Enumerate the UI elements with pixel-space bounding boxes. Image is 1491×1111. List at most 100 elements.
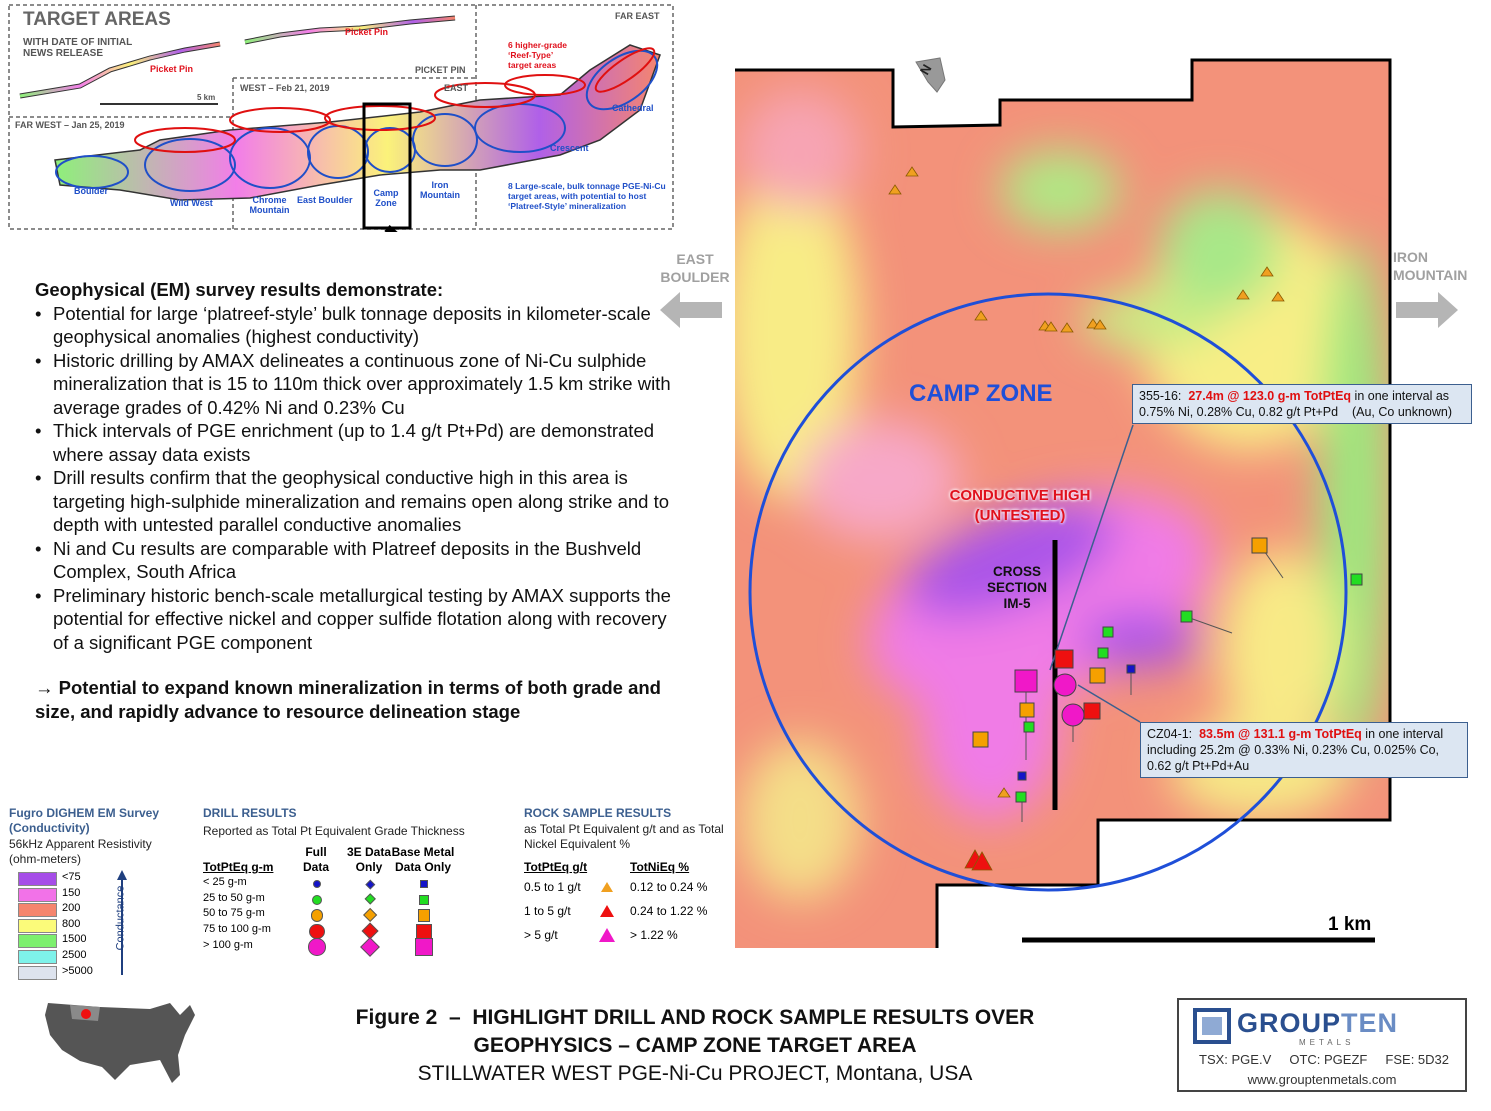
inset-note: 6 higher-grade ‘Reef-Type’ target areas bbox=[508, 40, 568, 70]
logo-group: GROUP bbox=[1237, 1008, 1342, 1038]
area-label: Wild West bbox=[170, 198, 213, 208]
hole: 355-16: bbox=[1139, 389, 1182, 403]
legend-swatch bbox=[18, 887, 57, 902]
inset-label: FAR WEST – Jan 25, 2019 bbox=[15, 120, 125, 130]
legend-swatch bbox=[18, 965, 57, 980]
inset-map bbox=[8, 4, 674, 232]
legend-circle bbox=[308, 938, 326, 956]
inset-label: Picket Pin bbox=[150, 64, 194, 74]
legend-header: Full Data bbox=[302, 845, 329, 874]
rock-title: ROCK SAMPLE RESULTS bbox=[524, 806, 672, 820]
drill-markers bbox=[972, 537, 1363, 803]
legend-triangle bbox=[600, 905, 614, 917]
legend-swatch bbox=[18, 934, 57, 949]
legend-label: 25 to 50 g-m bbox=[203, 891, 265, 904]
legend-circle bbox=[311, 894, 323, 905]
ticker: TSX: PGE.V bbox=[1199, 1052, 1272, 1067]
legend-label: >5000 bbox=[62, 964, 93, 977]
legend-label: <75 bbox=[62, 871, 81, 883]
ticker: OTC: PGEZF bbox=[1289, 1052, 1368, 1067]
logo-box: GROUPTEN METALS TSX: PGE.V OTC: PGEZF FSE:… bbox=[1177, 998, 1467, 1092]
callout-text: in one interval as 0.75% Ni, 0.28% Cu, 0… bbox=[1139, 389, 1453, 419]
conductance-arrow bbox=[117, 870, 127, 975]
legend-swatch bbox=[18, 872, 57, 886]
legend-header: TotPtEq g/t bbox=[524, 860, 588, 874]
legend-label: > 1.22 % bbox=[630, 928, 678, 942]
conductive-high-label: CONDUCTIVE HIGH (UNTESTED) bbox=[949, 487, 1091, 524]
bullet: Historic drilling by AMAX delineates a c… bbox=[35, 349, 675, 420]
drill-title: DRILL RESULTS bbox=[203, 806, 297, 820]
rock-subtitle: as Total Pt Equivalent g/t and as Total … bbox=[524, 822, 724, 851]
logo-ten: TEN bbox=[1341, 1008, 1399, 1038]
bullet: Preliminary historic bench-scale metallu… bbox=[35, 584, 675, 655]
inset-label: WEST – Feb 21, 2019 bbox=[240, 83, 330, 93]
caption-line: Figure 2 – HIGHLIGHT DRILL AND ROCK SAMP… bbox=[355, 1006, 1035, 1029]
rock-markers bbox=[888, 166, 1285, 871]
legend-label: 1 to 5 g/t bbox=[524, 904, 571, 918]
highlight: 27.4m @ 123.0 g-m TotPtEq bbox=[1188, 389, 1352, 403]
conductance-label: Conductance bbox=[114, 885, 127, 951]
logo-text: GROUPTEN bbox=[1237, 1008, 1398, 1039]
figure-caption: Figure 2 – HIGHLIGHT DRILL AND ROCK SAMP… bbox=[230, 1004, 1160, 1088]
hole: CZ04-1: bbox=[1147, 727, 1193, 741]
inset-scale: 5 km bbox=[197, 93, 216, 102]
legend-triangle bbox=[601, 882, 613, 892]
heading: Geophysical (EM) survey results demonstr… bbox=[35, 279, 444, 300]
inset-label: FAR EAST bbox=[615, 11, 660, 21]
bullet: Ni and Cu results are comparable with Pl… bbox=[35, 537, 675, 584]
em-legend-title: Fugro DIGHEM EM Survey (Conductivity) bbox=[9, 806, 160, 835]
summary: Geophysical (EM) survey results demonstr… bbox=[35, 278, 675, 723]
inset-label: EAST bbox=[444, 83, 469, 93]
conclusion: → Potential to expand known mineralizati… bbox=[35, 677, 661, 722]
inset-note: 8 Large-scale, bulk tonnage PGE-Ni-Cu ta… bbox=[508, 181, 666, 211]
direction-label: IRON MOUNTAIN bbox=[1393, 249, 1468, 283]
legend-label: 0.24 to 1.22 % bbox=[630, 904, 708, 918]
legend-swatch bbox=[18, 950, 57, 964]
area-label: Chrome Mountain bbox=[249, 195, 290, 215]
inset-subtitle: WITH DATE OF INITIAL NEWS RELEASE bbox=[23, 37, 133, 59]
area-label: Camp Zone bbox=[373, 188, 399, 208]
legend-circle bbox=[309, 923, 325, 939]
legend-label: 50 to 75 g-m bbox=[203, 907, 265, 920]
legend-header: TotNiEq % bbox=[630, 860, 690, 874]
highlight: 83.5m @ 131.1 g-m TotPtEq bbox=[1199, 727, 1362, 741]
legend-label: 1500 bbox=[62, 933, 87, 946]
ticker: FSE: 5D32 bbox=[1385, 1052, 1449, 1067]
legend-label: 800 bbox=[62, 917, 81, 930]
caption-line: STILLWATER WEST PGE-Ni-Cu PROJECT, Monta… bbox=[417, 1062, 973, 1085]
callout: 355-16: 27.4m @ 123.0 g-m TotPtEq in one… bbox=[1132, 384, 1472, 424]
callout-text: in one interval including 25.2m @ 0.33% … bbox=[1147, 727, 1444, 773]
legend-label: 0.5 to 1 g/t bbox=[524, 880, 581, 894]
legend-swatch bbox=[18, 918, 57, 933]
zone-label: CAMP ZONE bbox=[909, 380, 1053, 407]
cross-section-label: CROSS SECTION IM-5 bbox=[986, 564, 1047, 611]
legend-square bbox=[416, 923, 432, 939]
direction-label: EAST BOULDER bbox=[660, 251, 730, 285]
legend-header: 3E Data Only bbox=[346, 845, 392, 874]
legend-label: 2500 bbox=[62, 949, 87, 961]
logo-mark bbox=[1193, 1008, 1231, 1044]
drill-subtitle: Reported as Total Pt Equivalent Grade Th… bbox=[203, 824, 465, 838]
callout: CZ04-1: 83.5m @ 131.1 g-m TotPtEq in one… bbox=[1140, 722, 1468, 778]
logo-metals: METALS bbox=[1299, 1038, 1355, 1047]
legend-label: 200 bbox=[62, 902, 81, 915]
em-legend-subtitle: 56kHz Apparent Resistivity (ohm-meters) bbox=[9, 837, 152, 866]
legend-swatch bbox=[18, 903, 57, 918]
inset-label: PICKET PIN bbox=[415, 65, 466, 75]
area-label: East Boulder bbox=[297, 195, 353, 205]
heatmap bbox=[735, 60, 1390, 948]
legend-label: > 5 g/t bbox=[524, 928, 558, 942]
area-label: Iron Mountain bbox=[420, 180, 460, 200]
legend-header: TotPtEq g-m bbox=[203, 860, 274, 874]
caption-line: GEOPHYSICS – CAMP ZONE TARGET AREA bbox=[473, 1034, 917, 1057]
legend-label: 150 bbox=[62, 886, 81, 899]
inset-title: TARGET AREAS bbox=[23, 9, 171, 30]
area-label: Crescent bbox=[550, 143, 589, 153]
legend-circle bbox=[310, 909, 324, 922]
legend-label: < 25 g-m bbox=[203, 876, 247, 888]
legend-square bbox=[417, 909, 431, 922]
tickers: TSX: PGE.V OTC: PGEZF FSE: 5D32 bbox=[1199, 1052, 1449, 1067]
area-label: Boulder bbox=[74, 186, 109, 196]
area-label: Cathedral bbox=[612, 103, 654, 113]
